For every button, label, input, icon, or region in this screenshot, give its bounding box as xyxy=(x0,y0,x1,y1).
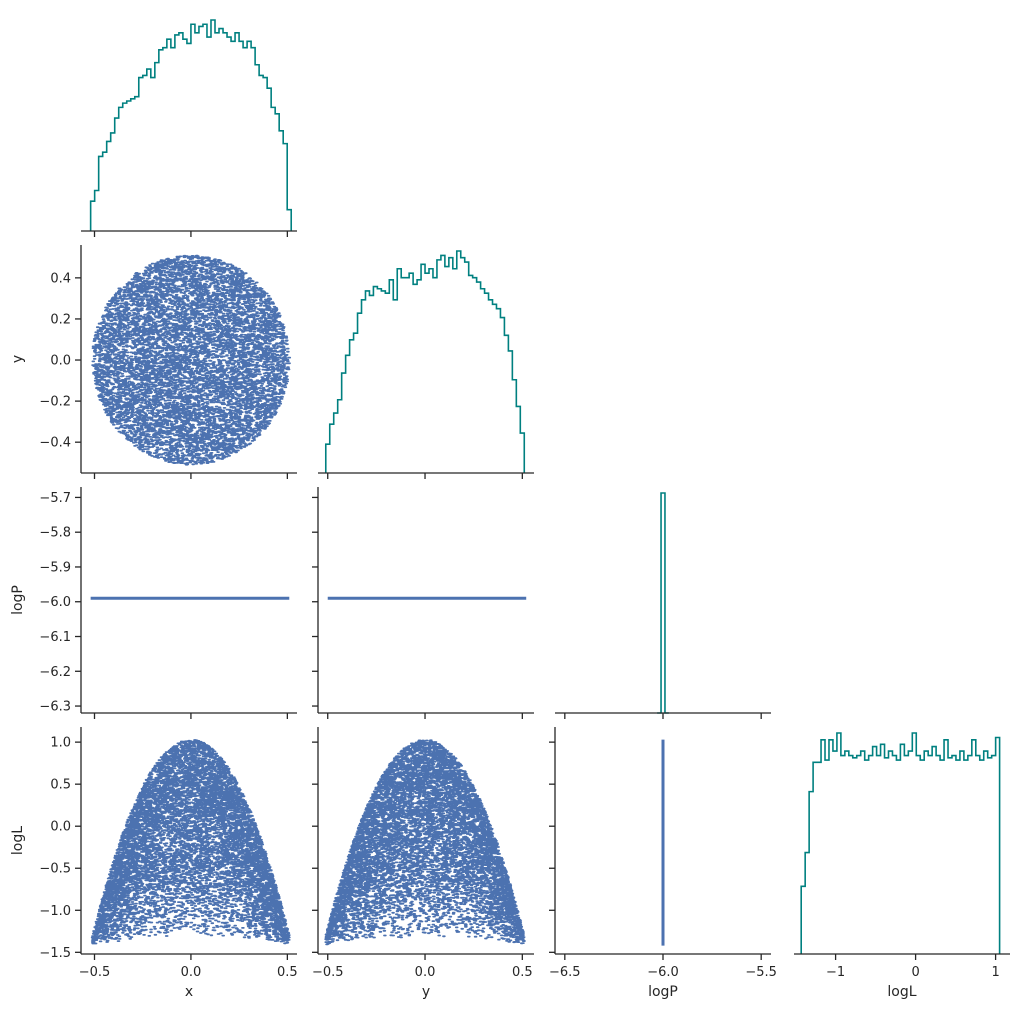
x-tick-label: −6.5 xyxy=(549,965,581,980)
histogram-step-line xyxy=(89,19,293,231)
y-tick-label: 0.2 xyxy=(50,312,71,327)
y-tick-label: −0.5 xyxy=(39,862,71,877)
y-tick-label: 1.0 xyxy=(50,736,71,751)
x-tick-label: 0.5 xyxy=(277,965,298,980)
x-tick-label: 0.0 xyxy=(415,965,436,980)
y-tick-label: −5.8 xyxy=(39,526,71,541)
y-tick-label: 0.4 xyxy=(50,271,71,286)
y-tick-label: −6.1 xyxy=(39,630,71,645)
y-axis-label: logL xyxy=(10,826,26,855)
y-tick-label: −1.0 xyxy=(39,904,71,919)
x-tick-label: 0.0 xyxy=(181,965,202,980)
x-tick-label: −5.5 xyxy=(745,965,777,980)
y-tick-label: −5.7 xyxy=(39,491,71,506)
histogram-step-line xyxy=(657,492,669,714)
y-tick-label: −6.3 xyxy=(39,700,71,715)
x-axis-label: logL xyxy=(887,984,916,1000)
y-tick-label: −1.5 xyxy=(39,946,71,961)
y-tick-label: −0.2 xyxy=(39,395,71,410)
y-tick-label: −6.2 xyxy=(39,665,71,680)
y-tick-label: 0.0 xyxy=(50,354,71,369)
x-axis-label: logP xyxy=(648,984,678,1000)
scatter-layer xyxy=(90,254,665,946)
x-tick-label: −6.0 xyxy=(647,965,679,980)
axes-layer xyxy=(75,230,1010,960)
y-tick-label: 0.5 xyxy=(50,778,71,793)
x-tick-label: 0.5 xyxy=(512,965,533,980)
y-tick-label: −5.9 xyxy=(39,560,71,575)
x-tick-label: 0 xyxy=(911,965,919,980)
text-layer: −0.4 −0.2 0.0 0.2 0.4 y −5.7 −5.8 −5.9 −6.0 −6.1 −6… xyxy=(10,271,1000,1000)
histogram-step-line xyxy=(324,250,526,473)
x-tick-label: −0.5 xyxy=(312,965,344,980)
x-tick-label: 1 xyxy=(991,965,999,980)
y-tick-label: −0.4 xyxy=(39,436,71,451)
scatter-points xyxy=(90,739,291,945)
x-tick-label: −0.5 xyxy=(79,965,111,980)
scatter-points xyxy=(91,254,292,466)
x-axis-label: y xyxy=(422,984,430,1000)
y-axis-label: y xyxy=(10,355,26,363)
scatter-points xyxy=(324,739,526,946)
y-tick-label: 0.0 xyxy=(50,820,71,835)
x-tick-label: −1 xyxy=(826,965,845,980)
histogram-step-line xyxy=(800,732,1001,954)
x-axis-label: x xyxy=(185,984,193,1000)
y-axis-label: logP xyxy=(10,585,26,615)
y-tick-label: −6.0 xyxy=(39,595,71,610)
